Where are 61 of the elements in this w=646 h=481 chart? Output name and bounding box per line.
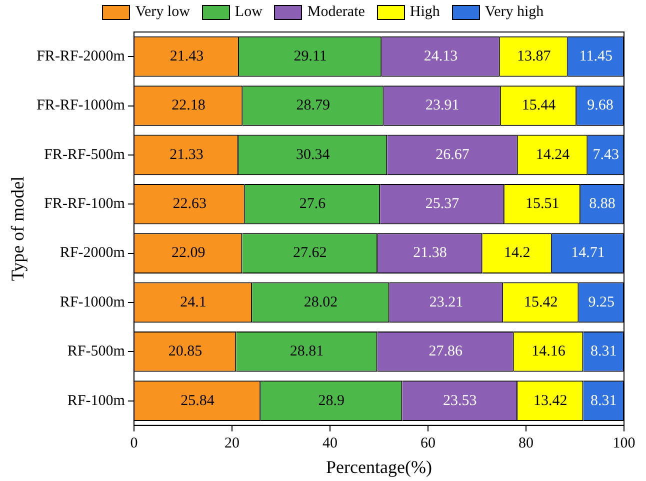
y-axis-title: Type of model bbox=[8, 176, 28, 282]
data-label: 20.85 bbox=[168, 344, 202, 360]
data-label: 25.37 bbox=[425, 196, 460, 212]
data-label: 29.11 bbox=[294, 48, 327, 65]
x-axis-title: Percentage(%) bbox=[326, 456, 432, 477]
data-label: 14.16 bbox=[532, 344, 566, 360]
data-label: 23.91 bbox=[425, 98, 460, 114]
data-label: 25.84 bbox=[180, 392, 215, 409]
y-tick-label: RF-2000m bbox=[60, 245, 126, 262]
data-label: 22.18 bbox=[172, 98, 206, 114]
y-tick-label: FR-RF-2000m bbox=[36, 48, 126, 65]
legend-label: High bbox=[410, 4, 440, 21]
data-label: 8.88 bbox=[589, 196, 616, 212]
x-tick-label: 20 bbox=[224, 435, 240, 452]
data-label: 21.33 bbox=[170, 146, 204, 163]
x-tick-label: 0 bbox=[130, 435, 138, 452]
data-label: 23.53 bbox=[442, 392, 477, 409]
data-label: 28.81 bbox=[290, 344, 324, 360]
y-tick-label: RF-500m bbox=[67, 344, 126, 360]
x-tick-label: 100 bbox=[612, 435, 636, 452]
data-label: 14.71 bbox=[571, 245, 605, 262]
x-tick-label: 40 bbox=[322, 435, 338, 452]
series-label: Low bbox=[234, 4, 262, 21]
data-label: 8.31 bbox=[590, 392, 617, 409]
data-label: 15.44 bbox=[522, 98, 556, 114]
data-label: 13.42 bbox=[534, 392, 568, 409]
data-label: 27.86 bbox=[428, 344, 463, 360]
data-label: 23.21 bbox=[429, 294, 464, 310]
data-label: 26.67 bbox=[436, 146, 470, 163]
data-label: 27.6 bbox=[299, 196, 326, 212]
data-label: 24.1 bbox=[180, 294, 206, 310]
data-label: 28.02 bbox=[304, 294, 338, 310]
data-label: 14.2 bbox=[504, 245, 530, 262]
x-tick-label: 80 bbox=[518, 435, 534, 452]
data-label: 14.24 bbox=[536, 146, 570, 163]
data-label: 27.62 bbox=[293, 245, 327, 262]
legend-label: Very low bbox=[135, 4, 190, 21]
x-tick-label: 60 bbox=[420, 435, 436, 452]
data-label: 24.13 bbox=[424, 48, 458, 65]
y-tick-label: RF-1000m bbox=[60, 294, 126, 310]
data-label: 22.09 bbox=[171, 245, 206, 262]
data-label: 22.63 bbox=[172, 196, 207, 212]
data-label: 15.42 bbox=[524, 294, 558, 310]
legend-label: Very high bbox=[484, 4, 544, 21]
y-tick-label: RF-100m bbox=[67, 392, 126, 409]
data-label: 21.38 bbox=[413, 245, 447, 262]
data-label: 9.25 bbox=[588, 294, 614, 310]
data-label: 21.43 bbox=[170, 48, 204, 65]
y-tick-label: FR-RF-100m bbox=[44, 196, 126, 212]
legend-label: Moderate bbox=[307, 4, 365, 21]
data-label: 9.68 bbox=[587, 98, 614, 114]
data-label: 13.87 bbox=[516, 48, 552, 65]
y-tick-label: FR-RF-500m bbox=[44, 146, 126, 163]
data-label: 28.9 bbox=[318, 392, 345, 409]
data-label: 7.43 bbox=[592, 146, 619, 163]
y-tick-label: FR-RF-1000m bbox=[36, 98, 126, 114]
data-label: 11.45 bbox=[579, 48, 612, 65]
data-label: 15.51 bbox=[526, 196, 560, 212]
data-label: 28.79 bbox=[296, 98, 330, 114]
data-label: 8.31 bbox=[590, 344, 617, 360]
data-label: 30.34 bbox=[296, 146, 330, 163]
